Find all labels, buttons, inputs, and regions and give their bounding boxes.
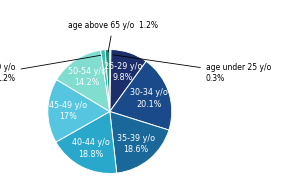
Wedge shape <box>110 50 111 112</box>
Text: 30-34 y/o
20.1%: 30-34 y/o 20.1% <box>130 88 168 108</box>
Wedge shape <box>110 61 172 130</box>
Text: 25-29 y/o
9.8%: 25-29 y/o 9.8% <box>104 62 142 82</box>
Text: 55-59 y/o
1.2%: 55-59 y/o 1.2% <box>0 55 101 83</box>
Wedge shape <box>110 50 146 112</box>
Text: 35-39 y/o
18.6%: 35-39 y/o 18.6% <box>117 133 155 154</box>
Wedge shape <box>110 112 169 173</box>
Wedge shape <box>56 112 117 174</box>
Text: 45-49 y/o
17%: 45-49 y/o 17% <box>49 101 87 121</box>
Wedge shape <box>48 80 110 142</box>
Wedge shape <box>105 50 110 112</box>
Text: 40-44 y/o
18.8%: 40-44 y/o 18.8% <box>72 139 110 159</box>
Text: age above 65 y/o  1.2%: age above 65 y/o 1.2% <box>68 22 158 52</box>
Wedge shape <box>57 50 110 112</box>
Text: 50-54 y/o
14.2%: 50-54 y/o 14.2% <box>68 67 106 87</box>
Wedge shape <box>101 50 110 112</box>
Text: age under 25 y/o
0.3%: age under 25 y/o 0.3% <box>113 55 271 83</box>
